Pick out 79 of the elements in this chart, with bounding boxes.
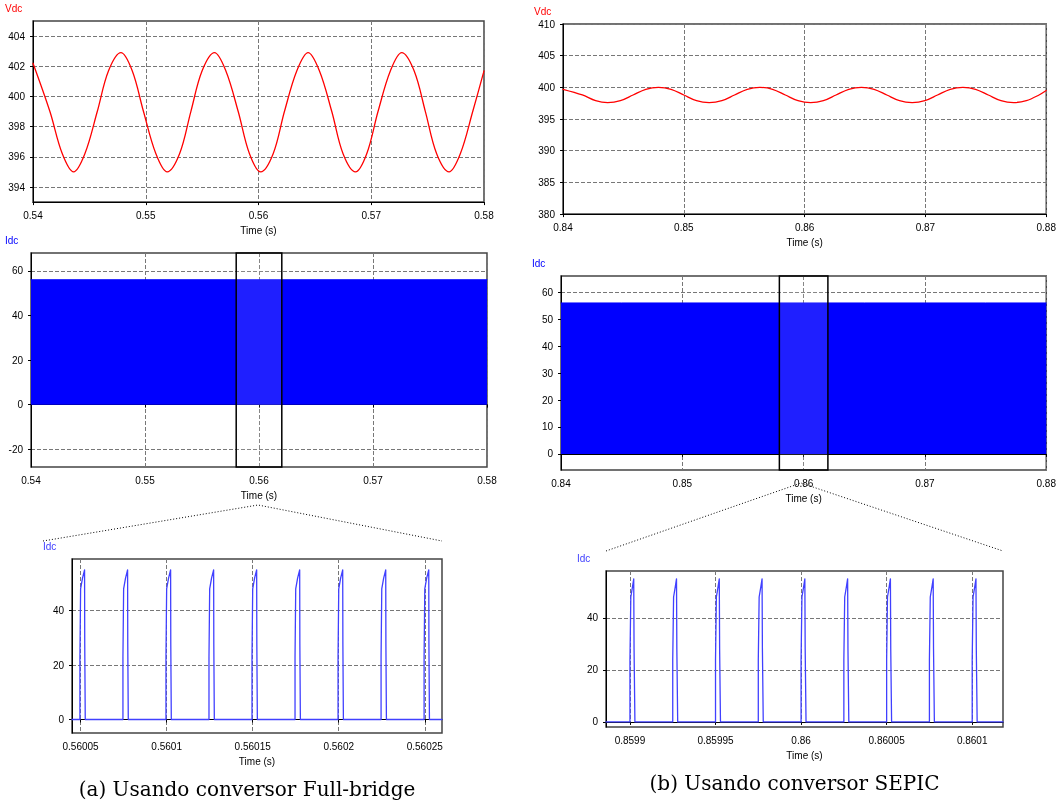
x-tick-label: 0.87 [915, 477, 936, 489]
y-tick-label: 0 [58, 714, 65, 725]
x-tick-label: 0.56015 [234, 740, 272, 752]
y-tick-label: 40 [11, 309, 24, 321]
x-tick-label: 0.88 [1036, 477, 1057, 489]
x-tick-label: 0.56005 [62, 740, 100, 752]
x-tick-label: 0.57 [363, 474, 384, 486]
y-tick-label: 0 [17, 399, 24, 411]
y-tick-label: 395 [538, 113, 556, 125]
y-tick-label: 40 [52, 605, 65, 617]
x-tick-label: 0.54 [23, 209, 44, 221]
y-tick-label: -20 [8, 443, 24, 455]
text: Vdc [534, 5, 552, 17]
text: (a) Usando conversor Full-bridge [78, 777, 416, 801]
x-tick-label: 0.86005 [868, 734, 906, 746]
y-tick-label: 40 [541, 340, 554, 352]
x-tick-label: 0.86 [794, 221, 815, 233]
text: Idc [43, 540, 57, 552]
y-tick-label: 20 [52, 659, 65, 671]
y-tick-label: 60 [11, 265, 24, 277]
y-tick-label: 10 [541, 421, 554, 433]
y-tick-label: 30 [541, 367, 554, 379]
y-tick-label: 385 [538, 176, 556, 188]
x-tick-label: 0.5602 [323, 740, 355, 752]
line-series [562, 86, 1047, 104]
x-tick-label: 0.58 [474, 209, 495, 221]
line-series [605, 578, 1004, 723]
y-tick-label: 20 [586, 664, 599, 676]
y-tick-label: 390 [538, 145, 556, 157]
y-tick-label: 380 [538, 208, 556, 220]
x-tick-label: 0.56025 [406, 740, 444, 752]
y-tick-label: 20 [11, 354, 24, 366]
x-axis-title: Time (s) [786, 236, 823, 248]
y-tick-label: 405 [538, 50, 556, 62]
x-tick-label: 0.56 [248, 209, 269, 221]
x-axis-title: Time (s) [238, 755, 276, 767]
x-tick-label: 0.85995 [697, 734, 735, 746]
x-tick-label: 0.55 [135, 474, 156, 486]
x-tick-label: 0.58 [477, 474, 498, 486]
y-tick-label: 40 [586, 612, 599, 624]
x-axis-title: Time (s) [240, 224, 277, 236]
y-tick-label: 394 [8, 181, 26, 193]
line-series [71, 569, 443, 721]
y-tick-label: 400 [538, 81, 556, 93]
y-tick-label: 60 [541, 286, 554, 298]
text: Idc [5, 234, 19, 246]
x-axis-title: Time (s) [240, 489, 278, 501]
x-tick-label: 0.5601 [151, 740, 183, 752]
x-tick-label: 0.8599 [614, 734, 646, 746]
y-tick-label: 20 [541, 394, 554, 406]
y-tick-label: 410 [538, 18, 556, 30]
x-tick-label: 0.85 [672, 477, 693, 489]
x-tick-label: 0.84 [551, 477, 572, 489]
x-axis-title: Time (s) [785, 492, 822, 504]
x-tick-label: 0.84 [553, 221, 574, 233]
x-tick-label: 0.85 [674, 221, 694, 233]
x-tick-label: 0.57 [361, 209, 382, 221]
text: Vdc [5, 2, 23, 14]
y-tick-label: 400 [8, 90, 26, 102]
y-tick-label: 404 [8, 30, 26, 42]
y-tick-label: 402 [8, 60, 26, 72]
text: (b) Usando conversor SEPIC [649, 771, 940, 795]
y-tick-label: 50 [541, 313, 554, 325]
y-tick-label: 398 [8, 121, 26, 133]
y-tick-label: 0 [547, 448, 554, 460]
line-series [32, 52, 485, 173]
x-tick-label: 0.54 [21, 474, 42, 486]
x-tick-label: 0.88 [1036, 221, 1057, 233]
x-tick-label: 0.86 [793, 477, 814, 489]
x-tick-label: 0.55 [136, 209, 156, 221]
y-tick-label: 396 [8, 151, 26, 163]
x-tick-label: 0.8601 [956, 734, 988, 746]
text: Idc [532, 257, 546, 269]
x-tick-label: 0.86 [791, 734, 812, 746]
x-tick-label: 0.56 [249, 474, 270, 486]
text: Idc [577, 552, 591, 564]
x-tick-label: 0.87 [915, 221, 936, 233]
y-tick-label: 0 [592, 716, 599, 728]
x-axis-title: Time (s) [786, 749, 823, 761]
